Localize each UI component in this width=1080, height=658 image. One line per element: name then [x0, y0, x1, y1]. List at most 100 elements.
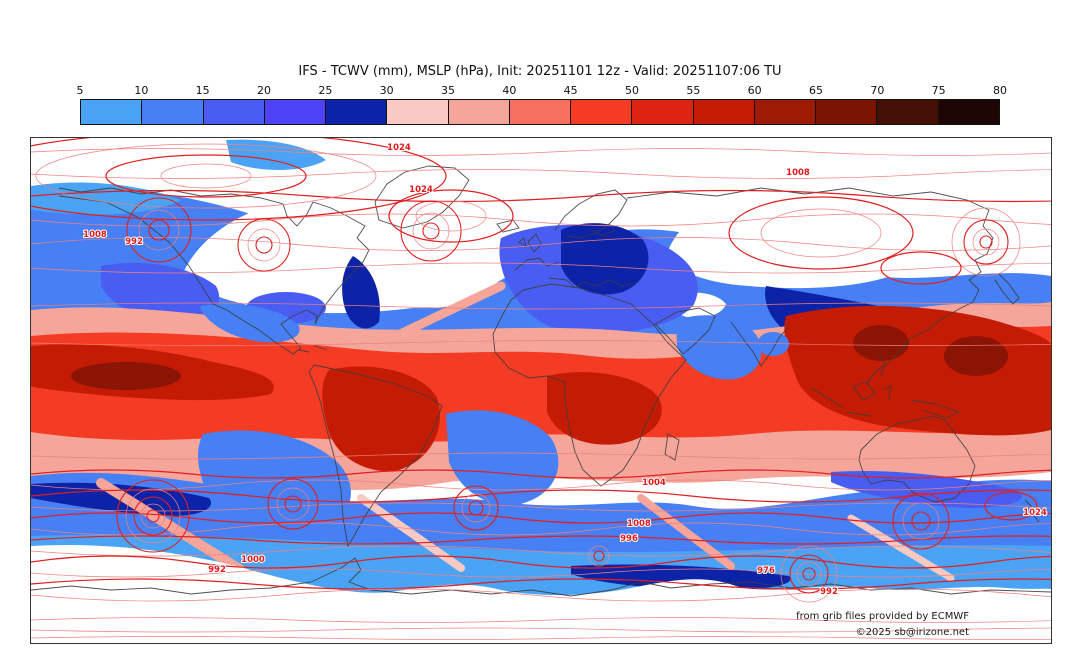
- coastline-path: [554, 189, 628, 239]
- attribution-copyright: ©2025 sb@irizone.net: [855, 627, 969, 638]
- isobar-label-992: 992: [208, 565, 226, 575]
- isobar-line: [31, 522, 1051, 536]
- colorbar-segment-35-40: [448, 100, 510, 124]
- tcwv-region: [446, 410, 559, 505]
- pressure-center-isobar: [588, 545, 610, 567]
- pressure-center-isobar: [146, 509, 160, 523]
- pressure-center-isobar: [247, 228, 281, 262]
- pressure-center-isobar: [31, 138, 447, 221]
- chart-title: IFS - TCWV (mm), MSLP (hPa), Init: 20251…: [298, 64, 782, 79]
- isobar-label-1024: 1024: [387, 143, 411, 153]
- tcwv-region: [101, 262, 220, 322]
- colorbar-tick-20: 20: [257, 84, 271, 97]
- pressure-center-isobar: [880, 251, 962, 285]
- isobar-line: [31, 262, 1051, 274]
- pressure-center-isobar: [789, 554, 829, 594]
- colorbar-tick-75: 75: [931, 84, 946, 97]
- isobar-line: [31, 237, 1051, 251]
- isobar-line: [31, 489, 1051, 503]
- pressure-center-isobar: [140, 503, 166, 529]
- colorbar-segment-30-35: [387, 100, 449, 124]
- colorbar-segment-40-45: [509, 100, 572, 124]
- colorbar: [80, 99, 1000, 125]
- coastline-path: [374, 165, 470, 229]
- pressure-center-isobar: [126, 197, 192, 263]
- attribution-source: from grib files provided by ECMWF: [796, 611, 969, 622]
- coastline-path: [626, 187, 994, 385]
- isobar-label-1008: 1008: [83, 230, 107, 240]
- isobar-label-976: 976: [757, 566, 775, 576]
- colorbar-tick-80: 80: [993, 84, 1007, 97]
- isobar-label-1004: 1004: [642, 478, 666, 488]
- tcwv-region: [944, 336, 1008, 376]
- pressure-center-isobar: [892, 492, 950, 550]
- isobar-line: [31, 636, 1051, 640]
- dry-region: [666, 185, 924, 289]
- map-frame: 1024 1008 1024 1008 992 1004 1024 1008 996 1000 99…: [30, 137, 1052, 644]
- tcwv-region: [226, 139, 326, 170]
- pressure-center-isobar: [796, 561, 822, 587]
- colorbar-tick-40: 40: [502, 84, 517, 97]
- pressure-center-isobar: [422, 222, 440, 240]
- coastline-path: [654, 307, 716, 355]
- isobar-line: [31, 617, 1051, 623]
- tcwv-region: [676, 315, 762, 380]
- isobar-label-992: 992: [125, 237, 143, 247]
- coastline-path: [518, 233, 542, 253]
- isobar-line: [31, 627, 1051, 633]
- coastline-path: [298, 345, 328, 353]
- isobar-line: [31, 568, 1051, 578]
- colorbar-segment-25-30: [326, 100, 388, 124]
- coastline-path: [858, 415, 976, 503]
- pressure-center-isobar: [780, 545, 838, 603]
- colorbar-segment-50-55: [632, 100, 694, 124]
- isobar-line: [31, 169, 1051, 179]
- pressure-center-isobar: [105, 154, 307, 198]
- isobar-label-1024: 1024: [1023, 508, 1047, 518]
- pressure-center-isobar: [972, 228, 1000, 256]
- isobar-label-996: 996: [620, 534, 638, 544]
- colorbar-tick-35: 35: [441, 84, 455, 97]
- colorbar-tick-45: 45: [563, 84, 578, 97]
- pressure-center-isobar: [461, 493, 491, 523]
- pressure-center-isobar: [902, 502, 940, 540]
- isobar-line: [31, 189, 1051, 203]
- isobar-line: [31, 535, 1051, 545]
- tcwv-region: [71, 362, 181, 390]
- pressure-center-isobar: [116, 479, 190, 553]
- pressure-center-isobar: [728, 196, 914, 270]
- colorbar-segment-65-70: [816, 100, 878, 124]
- pressure-center-isobar: [35, 143, 377, 209]
- isobar-label-1008: 1008: [627, 519, 651, 529]
- colorbar-tick-50: 50: [625, 84, 639, 97]
- mslp-contour-layer: [31, 138, 1051, 640]
- coastline-path: [492, 283, 687, 487]
- pressure-center-isobar: [979, 235, 993, 249]
- coastline-path: [994, 273, 1020, 305]
- mslp-label-layer: 1024 1008 1024 1008 992 1004 1024 1008 996 1000 99…: [82, 142, 1048, 598]
- pressure-center-isobar: [138, 209, 180, 251]
- tcwv-fill-layer: [31, 138, 1051, 643]
- isobar-line: [31, 578, 1051, 590]
- pressure-center-isobar: [388, 189, 514, 243]
- colorbar-tick-25: 25: [318, 84, 333, 97]
- isobar-line: [31, 213, 1051, 227]
- colorbar-segment-70-75: [877, 100, 939, 124]
- colorbar-segment-55-60: [693, 100, 755, 124]
- pressure-center-isobar: [160, 163, 252, 189]
- colorbar-tick-30: 30: [379, 84, 394, 97]
- pressure-center-isobar: [267, 478, 319, 530]
- pressure-center-isobar: [593, 550, 605, 562]
- colorbar-segment-5-10: [81, 100, 143, 124]
- colorbar-segment-10-15: [142, 100, 204, 124]
- isobar-line: [31, 148, 1051, 156]
- isobar-line: [31, 502, 1051, 512]
- coastline-path: [496, 219, 520, 233]
- isobar-line: [31, 469, 1051, 479]
- pressure-center-isobar: [760, 208, 882, 258]
- pressure-center-isobar: [415, 200, 487, 232]
- tcwv-region: [547, 372, 662, 445]
- colorbar-segment-60-65: [754, 100, 817, 124]
- colorbar-segment-45-50: [571, 100, 633, 124]
